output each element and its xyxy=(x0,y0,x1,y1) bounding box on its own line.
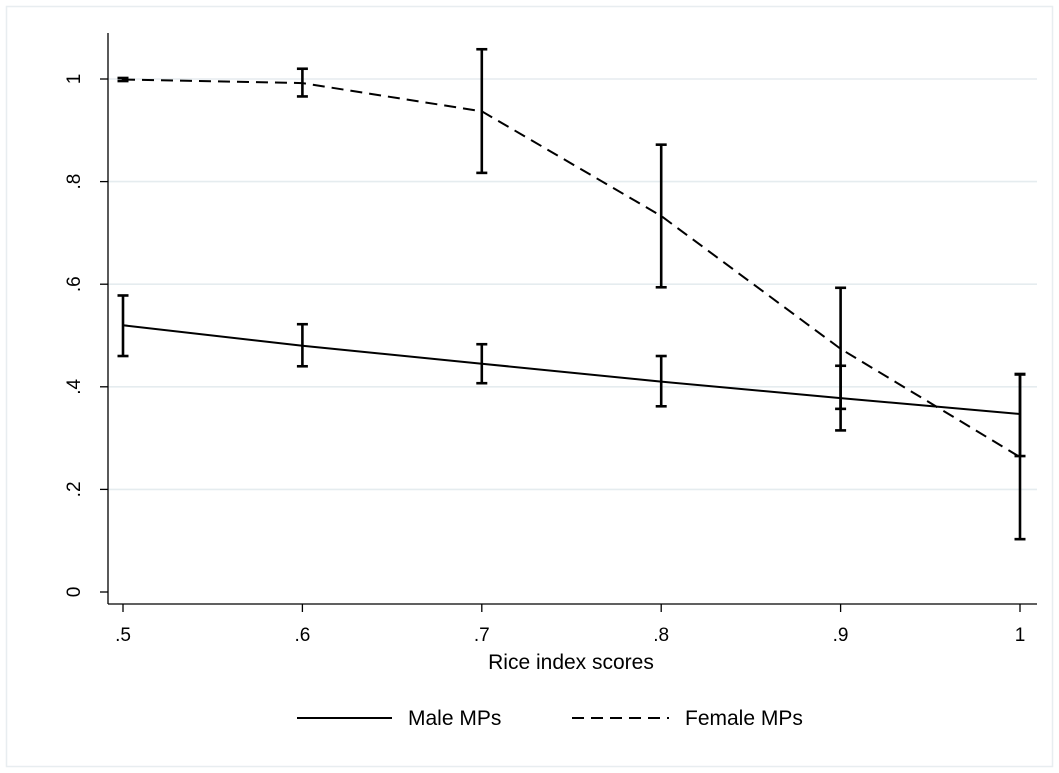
legend-label: Female MPs xyxy=(685,707,803,730)
error-bar xyxy=(655,143,667,289)
error-bar xyxy=(476,47,488,175)
y-tick-label: .4 xyxy=(64,378,85,394)
legend-item: Male MPs xyxy=(297,707,501,730)
grid-lines xyxy=(108,78,1037,491)
outer-border xyxy=(5,5,1054,768)
x-tick-label: .6 xyxy=(294,625,310,646)
x-axis-title: Rice index scores xyxy=(488,651,654,674)
x-tick-label: .7 xyxy=(474,625,490,646)
error-bar xyxy=(117,294,129,358)
y-tick-label: 0 xyxy=(64,587,85,598)
error-bar xyxy=(835,286,847,411)
x-tick-label: 1 xyxy=(1015,625,1026,646)
error-bar xyxy=(296,322,308,368)
y-tick-label: 1 xyxy=(64,74,85,85)
error-bar xyxy=(655,354,667,408)
error-bar xyxy=(117,76,129,83)
legend: Male MPs Female MPs xyxy=(297,707,803,730)
y-tick-label: .8 xyxy=(64,174,85,190)
series-line xyxy=(122,78,1021,458)
series-group xyxy=(117,47,1026,541)
x-tick-label: .5 xyxy=(115,625,131,646)
series-line xyxy=(122,324,1021,415)
series-female-mps xyxy=(117,47,1026,541)
y-tick-label: .2 xyxy=(64,481,85,497)
y-tick-label: .6 xyxy=(64,276,85,292)
error-bar xyxy=(476,342,488,385)
axes: 0 .2 .4 .6 .8 1 .5 .6 .7 .8 .9 1 xyxy=(64,33,1037,646)
x-tick-label: .9 xyxy=(833,625,849,646)
error-bar xyxy=(296,67,308,98)
legend-label: Male MPs xyxy=(408,707,501,730)
legend-item: Female MPs xyxy=(572,707,803,730)
x-tick-label: .8 xyxy=(653,625,669,646)
error-bar xyxy=(1014,373,1026,541)
